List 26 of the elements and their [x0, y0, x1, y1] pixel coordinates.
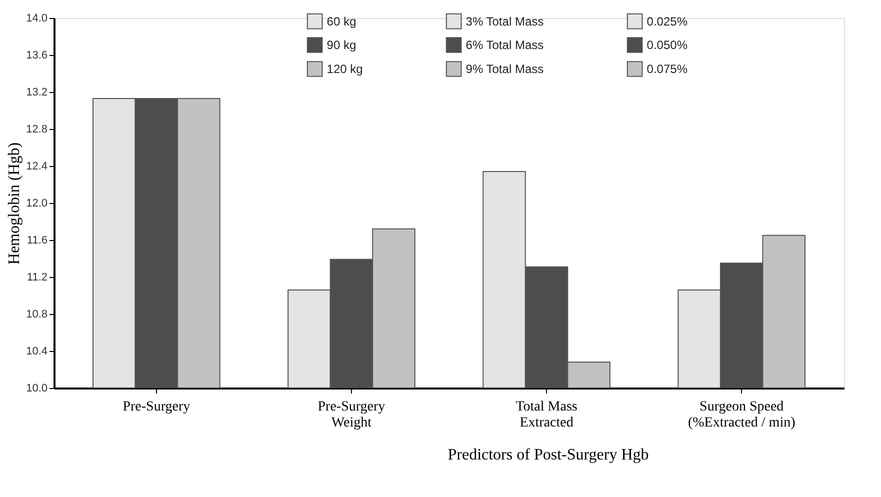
y-tick-label: 12.4: [26, 160, 48, 172]
y-tick-label: 11.2: [26, 272, 48, 284]
legend-label: 6% Total Mass: [466, 38, 544, 52]
legend-label: 60 kg: [326, 14, 356, 28]
y-axis-title: Hemoglobin (Hgb): [6, 142, 24, 265]
y-tick-label: 13.6: [26, 50, 48, 62]
y-tick-label: 10.8: [26, 308, 48, 320]
y-tick-label: 14.0: [26, 12, 48, 24]
y-tick-label: 10.4: [26, 346, 48, 358]
legend-label: 0.075%: [646, 62, 688, 76]
y-tick-label: 11.6: [26, 234, 48, 246]
y-tick-label: 13.2: [26, 86, 48, 98]
x-tick-label: Total Mass Extracted: [516, 400, 578, 430]
legend-label: 90 kg: [326, 38, 356, 52]
x-tick-label: Pre-Surgery Weight: [318, 400, 386, 430]
x-axis-title: Predictors of Post-Surgery Hgb: [448, 446, 649, 464]
legend-label: 0.050%: [646, 38, 688, 52]
y-tick-label: 12.8: [26, 124, 48, 136]
y-tick-label: 10.0: [26, 382, 48, 394]
legend-label: 0.025%: [646, 14, 688, 28]
legend-label: 9% Total Mass: [466, 62, 544, 76]
x-tick-label: Surgeon Speed (%Extracted / min): [688, 400, 796, 430]
x-tick-label: Pre-Surgery: [122, 400, 190, 414]
y-tick-label: 12.0: [26, 198, 48, 210]
legend-label: 3% Total Mass: [466, 14, 544, 28]
legend-label: 120 kg: [326, 62, 363, 76]
